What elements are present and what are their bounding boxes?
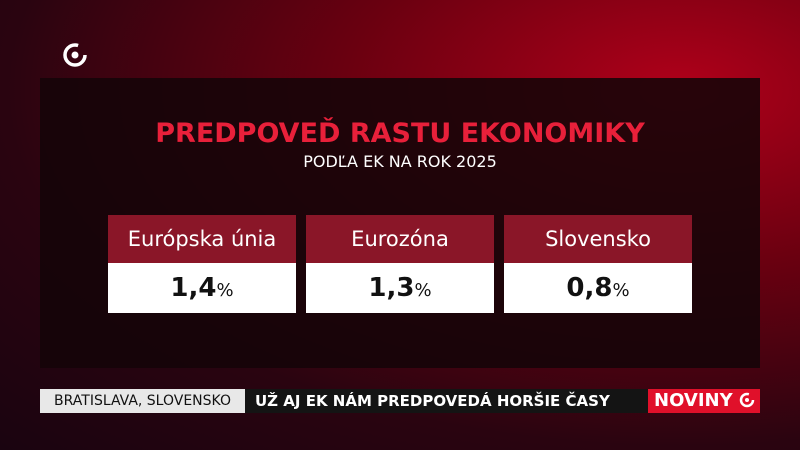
- title: PREDPOVEĎ RASTU EKONOMIKY: [155, 118, 645, 149]
- card: Eurozóna 1,3%: [306, 215, 494, 313]
- card-value: 0,8%: [504, 263, 692, 313]
- value: 1,4: [170, 273, 217, 303]
- ticker-brand: NOVINY: [648, 389, 760, 413]
- card-label: Eurozóna: [306, 215, 494, 263]
- card-label: Európska únia: [108, 215, 296, 263]
- value: 1,3: [368, 273, 415, 303]
- card-value: 1,4%: [108, 263, 296, 313]
- subtitle: PODĽA EK NA ROK 2025: [303, 152, 497, 171]
- card-value: 1,3%: [306, 263, 494, 313]
- ticker-headline: UŽ AJ EK NÁM PREDPOVEDÁ HORŠIE ČASY: [245, 389, 648, 413]
- unit: %: [612, 280, 630, 301]
- unit: %: [414, 280, 432, 301]
- brand-logo: [739, 392, 755, 408]
- ticker-location: BRATISLAVA, SLOVENSKO: [40, 389, 245, 413]
- card-label: Slovensko: [504, 215, 692, 263]
- value: 0,8: [566, 273, 613, 303]
- card: Európska únia 1,4%: [108, 215, 296, 313]
- unit: %: [216, 280, 234, 301]
- logo: [63, 43, 87, 67]
- brand-text: NOVINY: [654, 390, 733, 411]
- card: Slovensko 0,8%: [504, 215, 692, 313]
